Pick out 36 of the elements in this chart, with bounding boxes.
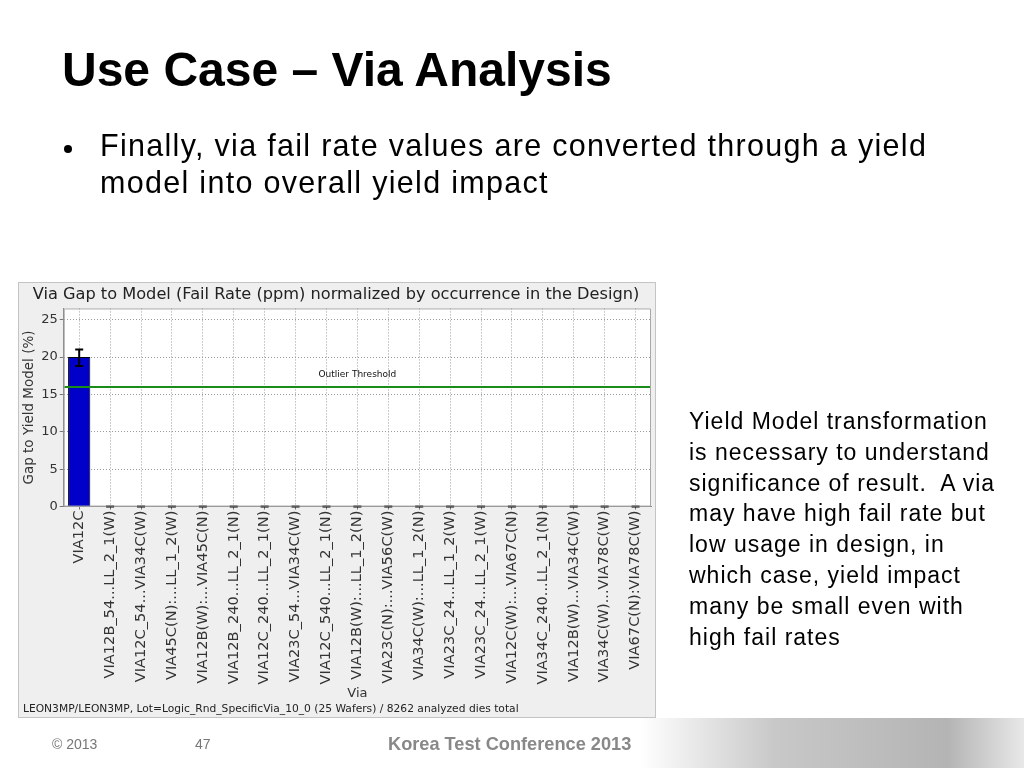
x-tick-label: VIA34C_240...LL_2_1(N) [532,510,550,685]
x-tick-label: VIA12B_240...LL_2_1(N) [223,510,241,685]
x-tick-label: VIA12C_54...VIA34C(W) [130,510,148,683]
x-axis-title: Via [347,684,368,700]
x-tick-label: VIA34C(W)...VIA78C(W) [594,510,612,683]
y-tick-label: 0 [49,497,58,513]
x-tick-label: VIA23C_24...LL_2_1(W) [470,510,488,679]
text: LEON3MP/LEON3MP, Lot=Logic_Rnd_SpecificVia_10_0 (25 Wafers) / 8262 analyzed dies total [23,702,519,715]
x-tick-label: VIA34C(W):...LL_1_2(N) [408,510,426,680]
ref-line-label: Outlier Threshold [318,368,397,379]
text: 47 [195,736,211,752]
x-tick-label: VIA67C(N):VIA78C(W) [625,510,643,670]
text: Finally, via fail rate values are converted through a yield model into overall yield impact [100,127,929,201]
chart-title: Use Case – Via Analysis [62,42,612,97]
x-tick-label: VIA12C_240...LL_2_1(N) [254,510,272,685]
y-tick-label: 25 [41,311,58,327]
y-tick-label: 5 [49,460,58,476]
x-tick-label: VIA23C_24...LL_1_2(W) [439,510,457,679]
x-tick-label: VIA12C_540...LL_2_1(N) [316,510,334,685]
y-tick-label: 10 [41,423,58,439]
x-tick-label: VIA12B(W)...VIA34C(W) [563,510,581,683]
text: Korea Test Conference 2013 [388,734,632,755]
x-tick-label: VIA12B_54...LL_2_1(W) [99,510,117,679]
x-tick-label: VIA12B(W):...VIA45C(N) [192,510,210,684]
x-tick-label: VIA23C_54...VIA34C(W) [285,510,303,683]
x-tick-label: VIA45C(N):...LL_1_2(W) [161,510,179,680]
text: © 2013 [52,736,98,752]
x-tick-label: VIA12B(W):...LL_1_2(N) [347,510,365,680]
chart-subtitle: Via Gap to Model (Fail Rate (ppm) normalized by occurrence in the Design) [32,283,640,303]
x-tick-label: VIA12C(W):...VIA67C(N) [501,510,519,684]
y-tick-label: 20 [41,348,58,364]
x-tick-label: VIA23C(N):...VIA56C(W) [378,510,396,684]
x-tick-label: VIA12C [68,510,86,564]
y-tick-label: 15 [41,385,58,401]
y-axis-title: Gap to Yield Model (%) [19,330,36,485]
text: Yield Model transformation is necessary to understand significance of result. A via may have high fail rate but low usage in design, in which case, yield impact many be small even with high fail rates [689,407,997,652]
